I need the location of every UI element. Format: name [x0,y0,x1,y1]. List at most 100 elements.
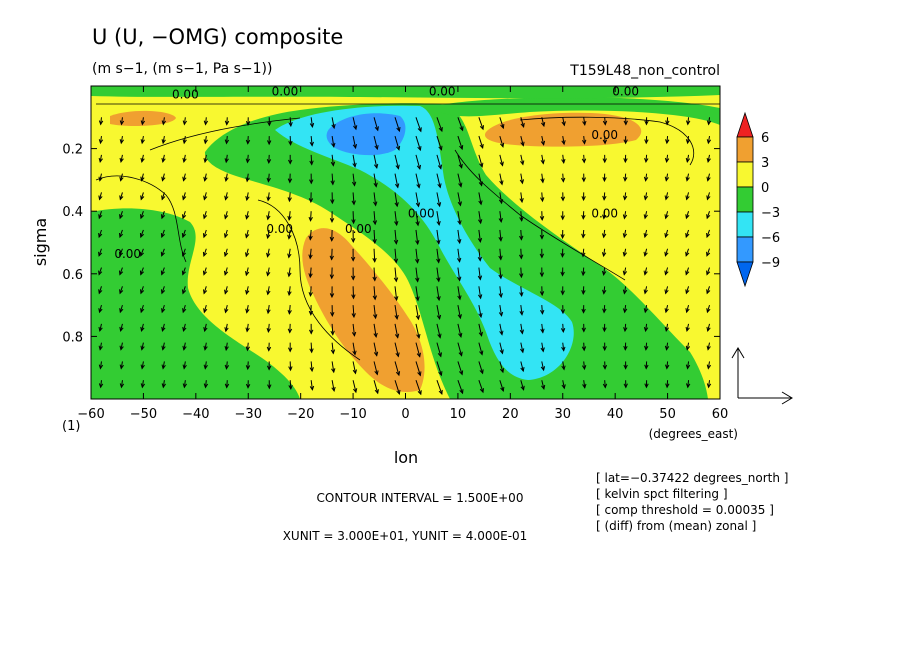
wind-vector-head [643,176,649,182]
wind-vector [603,248,606,257]
wind-vector [415,192,420,207]
wind-vector [666,136,669,144]
wind-vector [183,173,186,181]
wind-vector [373,342,378,356]
wind-vector-head [664,214,669,220]
wind-vector [331,136,335,147]
wind-vector [99,192,102,200]
wind-vector [245,267,249,276]
wind-vector-head [331,368,336,374]
wind-vector-head [373,201,378,207]
wind-vector [203,229,207,238]
wind-vector-head [161,195,166,201]
wind-vector-head [436,220,441,227]
wind-vector [457,248,461,262]
wind-vector [141,380,144,388]
wind-vector [520,154,524,165]
wind-vector [99,173,102,181]
wind-vector [499,286,502,298]
wind-vector [394,229,397,244]
wind-vector-head [685,308,690,314]
contour-label: 0.00 [266,222,293,236]
wind-vector [644,211,648,219]
wind-vector [141,117,144,125]
wind-vector [245,286,249,294]
wind-vector [98,211,102,219]
wind-vector [457,286,461,300]
wind-vector-head [224,345,229,352]
colorbar-segment [736,186,754,213]
wind-vector-head [245,308,250,314]
wind-vector-head [394,220,399,227]
wind-vector [685,211,690,219]
wind-vector-head [287,178,293,184]
wind-vector-head [224,158,229,164]
wind-vector-head [98,383,104,389]
wind-vector-head [331,123,336,130]
wind-vector [182,211,186,219]
wind-vector-head [203,364,208,370]
wind-vector-head [685,364,691,370]
wind-vector-head [223,233,229,239]
wind-vector-head [245,139,251,145]
wind-vector [161,211,165,219]
wind-vector [100,380,102,388]
wind-vector [457,173,462,187]
wind-vector [415,135,421,151]
wind-vector [415,154,421,169]
wind-vector-head [664,251,669,257]
wind-vector-head [458,351,463,357]
wind-vector [119,304,123,313]
wind-vector [520,286,523,296]
wind-vector [666,342,669,350]
wind-vector [140,211,144,219]
wind-vector-head [498,217,503,224]
wind-vector [120,173,123,181]
wind-vector-head [706,139,712,145]
wind-vector-head [561,140,566,146]
wind-vector-head [372,239,377,245]
wind-vector-head [665,139,670,145]
wind-vector [686,342,690,350]
wind-vector [394,173,399,188]
wind-vector-head [352,369,357,375]
wind-vector [520,229,522,240]
wind-vector-head [643,233,648,239]
wind-vector-head [457,201,462,207]
wind-vector-head [561,365,566,371]
wind-vector [267,192,270,201]
wind-vector-head [519,179,525,185]
wind-vector [204,136,207,144]
wind-vector [520,248,522,259]
wind-vector [499,267,502,279]
wind-vector [161,323,165,332]
wind-vector-head [643,289,648,295]
wind-vector-head [665,383,670,389]
wind-vector [204,173,207,181]
wind-vector [120,135,123,144]
wind-vector [289,380,292,389]
wind-vector-head [664,345,670,351]
wind-vector-head [140,308,145,314]
contour-label: 0.00 [172,88,199,102]
wind-vector-head [622,233,628,239]
wind-vector-head [330,349,336,355]
wind-vector [352,323,355,336]
wind-vector-head [581,214,586,220]
wind-vector-head [436,277,441,283]
wind-vector-head [519,310,524,316]
wind-vector-head [581,158,587,164]
wind-vector [225,173,228,182]
wind-vector [98,229,102,238]
wind-vector [644,248,648,256]
wind-vector [415,267,419,282]
wind-vector [162,173,165,181]
wind-vector [161,229,165,238]
wind-vectors [98,117,712,396]
wind-vector-head [372,295,378,301]
wind-vector-head [161,176,166,182]
wind-vector-head [245,346,250,352]
wind-vector [267,211,270,220]
wind-vector [562,154,565,163]
wind-vector [665,267,669,275]
